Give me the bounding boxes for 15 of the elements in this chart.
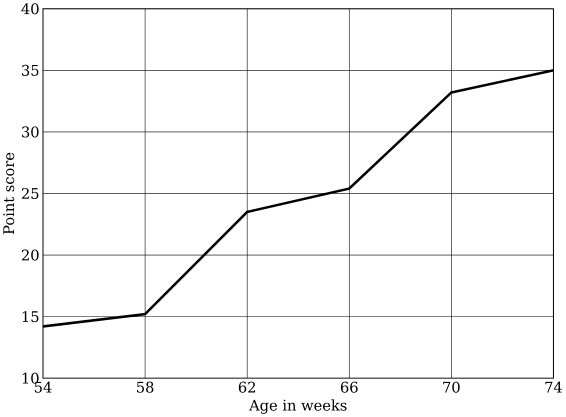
x-tick-label: 62 — [238, 382, 256, 393]
x-axis-title: Age in weeks — [249, 399, 347, 414]
y-tick-label: 35 — [22, 64, 38, 76]
y-tick-label: 20 — [22, 250, 39, 261]
y-axis-title: Point score — [3, 152, 14, 234]
y-tick-label: 10 — [22, 372, 39, 384]
x-tick-label: 70 — [443, 382, 460, 393]
x-tick-label: 58 — [137, 382, 154, 393]
y-tick-label: 15 — [22, 311, 38, 322]
y-tick-label: 40 — [21, 3, 39, 14]
y-tick-label: 25 — [22, 188, 38, 200]
x-tick-label: 74 — [545, 382, 562, 392]
x-tick-label: 54 — [34, 382, 52, 393]
x-tick-label: 66 — [340, 382, 358, 393]
y-tick-label: 30 — [22, 126, 39, 138]
